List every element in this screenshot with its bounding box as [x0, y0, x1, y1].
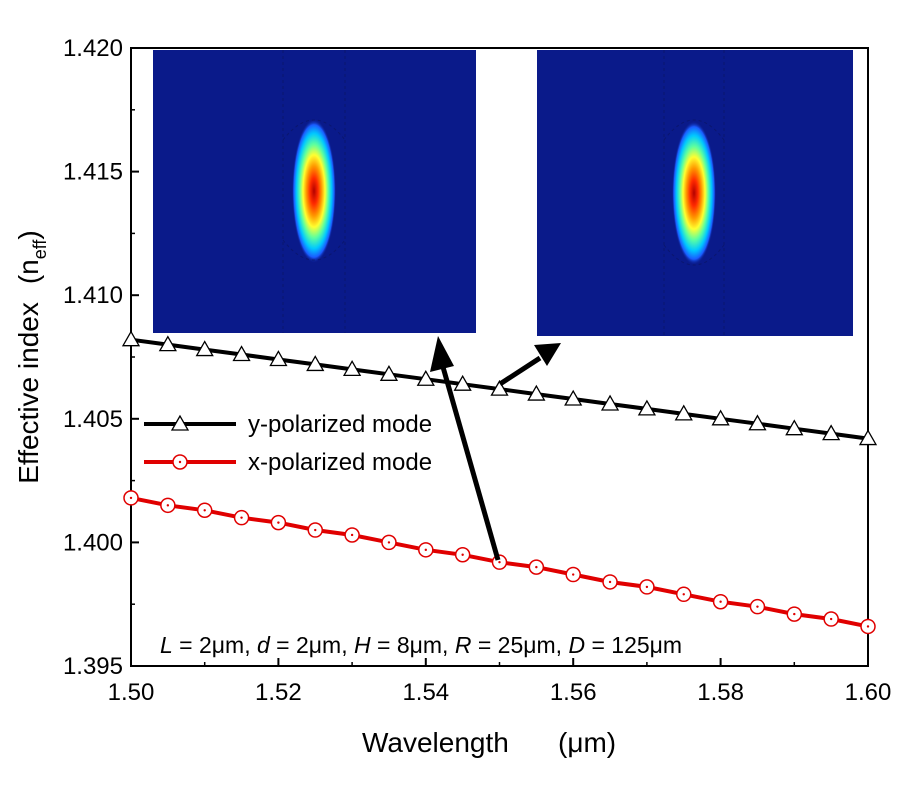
x-tick-label: 1.56 — [550, 679, 597, 706]
legend-label-x: x-polarized mode — [248, 449, 432, 476]
inset-mode-profile-right — [537, 50, 853, 336]
data-point-center — [166, 504, 170, 507]
x-axis-title: Wavelength (μm) — [362, 727, 616, 758]
data-point-y-polarized — [379, 364, 399, 381]
data-point-y-polarized — [121, 330, 141, 347]
svg-text:Effective index(neff): Effective index(neff) — [13, 230, 50, 484]
data-point-y-polarized — [453, 374, 472, 391]
y-axis-unit: (n — [13, 259, 44, 284]
data-point-center — [387, 541, 391, 544]
y-tick-label: 1.405 — [63, 406, 123, 433]
data-point-y-polarized — [342, 360, 362, 377]
legend: y-polarized mode x-polarized mode — [144, 411, 432, 476]
y-axis-label: Effective index — [13, 302, 44, 484]
legend-triangle-marker — [170, 414, 190, 431]
y-tick-label: 1.415 — [63, 159, 123, 186]
data-point-y-polarized — [306, 355, 325, 372]
x-axis-label: Wavelength — [362, 727, 509, 758]
data-point-center — [719, 600, 722, 603]
data-point-y-polarized — [822, 424, 841, 441]
data-point-center — [240, 516, 243, 519]
parameter-annotation: L = 2μm, d = 2μm, H = 8μm, R = 25μm, D =… — [160, 632, 682, 658]
inset-mode-profile-left — [153, 50, 476, 333]
data-point-center — [498, 560, 501, 564]
y-tick-label: 1.410 — [63, 282, 123, 309]
data-point-center — [645, 585, 649, 589]
data-point-center — [866, 625, 870, 628]
data-point-center — [129, 496, 133, 500]
legend-label-y: y-polarized mode — [248, 411, 432, 438]
legend-entry-y-polarized: y-polarized mode — [144, 411, 432, 438]
data-point-center — [756, 605, 759, 608]
data-point-y-polarized — [858, 429, 878, 446]
y-tick-label: 1.400 — [63, 529, 123, 556]
data-point-center — [829, 617, 833, 621]
data-point-y-polarized — [637, 399, 657, 416]
x-tick-label: 1.50 — [108, 679, 155, 706]
data-point-y-polarized — [785, 419, 804, 436]
data-point-y-polarized — [674, 404, 693, 421]
x-tick-label: 1.58 — [697, 679, 744, 706]
data-point-center — [682, 593, 685, 596]
x-tick-label: 1.52 — [255, 679, 302, 706]
data-point-y-polarized — [158, 335, 177, 352]
data-point-y-polarized — [748, 414, 767, 431]
x-tick-label: 1.54 — [402, 679, 449, 706]
data-point-y-polarized — [564, 389, 583, 406]
data-point-y-polarized — [195, 340, 214, 357]
data-point-center — [424, 548, 427, 552]
data-point-center — [535, 565, 538, 569]
data-point-center — [277, 521, 280, 524]
data-point-center — [203, 509, 206, 512]
data-point-center — [350, 533, 354, 537]
data-point-y-polarized — [490, 379, 509, 396]
data-point-center — [608, 580, 612, 584]
axis-ticks: 1.50 1.52 1.54 1.56 1.58 1.60 1.395 1.400 1.405 1… — [63, 35, 891, 706]
pointer-arrows — [430, 336, 561, 561]
data-point-y-polarized — [600, 394, 620, 411]
legend-entry-x-polarized: x-polarized mode — [144, 449, 432, 476]
y-axis-unit-subscript: eff — [30, 239, 50, 260]
x-tick-label: 1.60 — [845, 679, 892, 706]
x-axis-unit: (μm) — [558, 727, 616, 758]
data-point-y-polarized — [527, 384, 546, 401]
series-markers — [121, 330, 878, 635]
data-point-center — [314, 528, 317, 532]
data-point-y-polarized — [711, 409, 730, 426]
data-point-center — [461, 553, 464, 556]
data-point-y-polarized — [232, 345, 251, 362]
y-tick-label: 1.395 — [63, 653, 123, 680]
data-point-y-polarized — [416, 369, 435, 386]
data-point-center — [572, 573, 575, 576]
y-tick-label: 1.420 — [63, 35, 123, 62]
data-point-center — [793, 612, 796, 616]
y-axis-title: Effective index(neff) — [13, 230, 50, 484]
data-point-y-polarized — [269, 350, 288, 367]
